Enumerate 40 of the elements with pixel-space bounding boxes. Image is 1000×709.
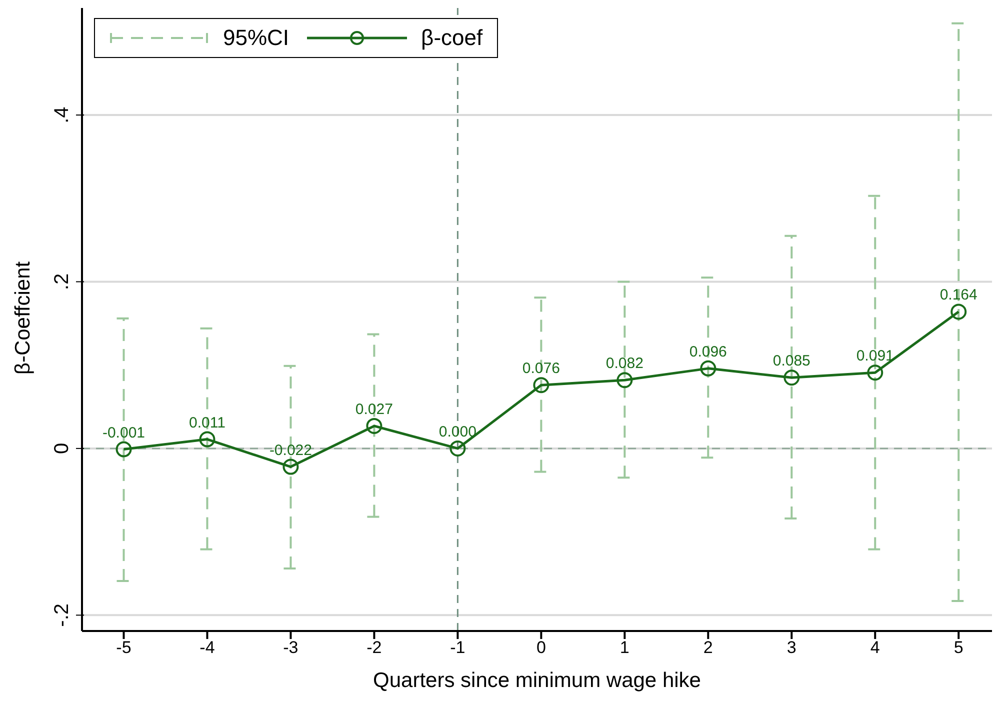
data-label: 0.085 — [772, 352, 810, 370]
x-tick-label: -5 — [116, 638, 132, 658]
data-label: 0.096 — [689, 343, 727, 360]
y-axis-title: β-Coeffcient — [11, 261, 34, 375]
x-tick-label: 2 — [703, 638, 713, 658]
x-tick-label: 4 — [870, 638, 880, 658]
x-tick-label: -2 — [366, 638, 382, 658]
x-tick-label: 0 — [536, 638, 546, 658]
x-tick-label: 5 — [954, 638, 964, 658]
data-label: 0.091 — [856, 348, 894, 365]
y-tick-label: .4 — [51, 106, 73, 124]
data-label: 0.164 — [940, 286, 978, 304]
x-axis-title: Quarters since minimum wage hike — [373, 669, 701, 692]
data-label: -0.001 — [102, 424, 146, 442]
legend-label: β-coef — [421, 25, 483, 51]
point — [116, 441, 132, 458]
x-tick-label: -1 — [450, 638, 466, 658]
data-label: 0.027 — [355, 400, 393, 418]
y-tick-label: -.2 — [51, 603, 73, 627]
point — [950, 304, 967, 320]
y-tick-label: 0 — [51, 442, 73, 454]
point — [616, 372, 633, 388]
x-tick-label: -3 — [283, 638, 298, 658]
data-label: 0.011 — [189, 414, 226, 432]
point — [199, 431, 216, 448]
data-label: -0.022 — [269, 442, 312, 459]
data-label: 0.076 — [522, 360, 560, 378]
point — [784, 370, 800, 386]
point — [867, 364, 884, 381]
point — [533, 377, 550, 394]
point — [282, 458, 299, 475]
x-tick-label: -4 — [200, 638, 215, 658]
point — [450, 440, 466, 456]
point — [366, 418, 382, 434]
annotation: 95%CI — [223, 25, 290, 51]
x-tick-label: 1 — [620, 638, 630, 658]
data-label: 0.082 — [606, 355, 644, 372]
x-tick-label: 3 — [786, 638, 796, 658]
point — [700, 360, 716, 376]
y-tick-label: .2 — [51, 273, 73, 290]
